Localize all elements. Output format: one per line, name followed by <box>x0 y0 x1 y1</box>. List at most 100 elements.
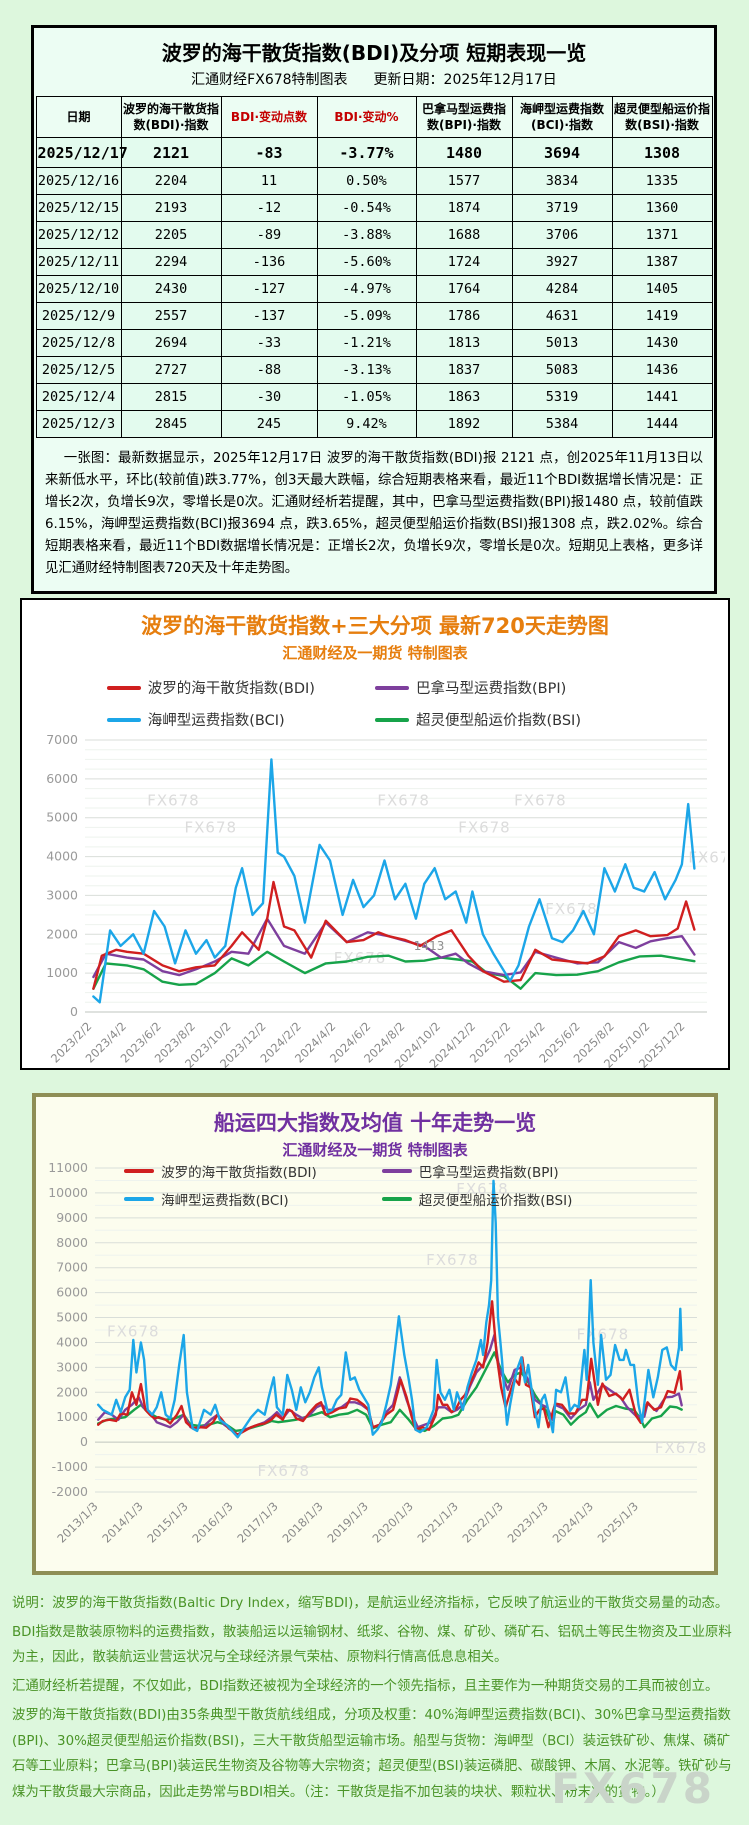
cell-value: 1874 <box>415 194 513 223</box>
legend-item-1: 巴拿马型运费指数(BPI) <box>374 677 643 698</box>
cell-value: 3706 <box>511 221 613 250</box>
legend-swatch-icon <box>381 1169 412 1173</box>
cell-date: 2025/12/8 <box>35 329 122 358</box>
svg-text:2000: 2000 <box>46 926 78 941</box>
cell-value: -33 <box>220 329 318 358</box>
cell-value: -4.97% <box>316 275 417 304</box>
note-paragraph: 波罗的海干散货指数(BDI)由35条典型干散货航线组成，分项及权重：40%海岬型… <box>12 1707 732 1801</box>
table-row: 2025/12/12 2205 -89 -3.88% 1688 3706 1371 <box>35 221 713 250</box>
svg-text:4000: 4000 <box>46 849 78 864</box>
column-header-3: BDI·变动% <box>316 95 417 139</box>
cell-value: 5384 <box>511 410 613 439</box>
cell-value: 1444 <box>611 410 713 439</box>
cell-value: -137 <box>220 302 318 331</box>
cell-value: -3.88% <box>316 221 417 250</box>
cell-value: -83 <box>220 137 318 169</box>
legend-item-0: 波罗的海干散货指数(BDI) <box>124 1161 382 1181</box>
cell-value: 5013 <box>511 329 613 358</box>
svg-text:FX678: FX678 <box>458 818 511 836</box>
legend-item-3: 超灵便型船运价指数(BSI) <box>374 709 643 730</box>
cell-value: 1308 <box>611 137 713 169</box>
cell-value: 1892 <box>415 410 513 439</box>
table-row: 2025/12/8 2694 -33 -1.21% 1813 5013 1430 <box>35 329 713 358</box>
svg-text:10000: 10000 <box>48 1185 88 1200</box>
legend-swatch-icon <box>124 1169 155 1173</box>
cell-value: 2121 <box>120 137 222 169</box>
cell-value: 1405 <box>611 275 713 304</box>
svg-text:2015/1/3: 2015/1/3 <box>144 1499 190 1545</box>
chart-10year-subtitle: 汇通财经及一期货 特制图表 <box>282 1141 468 1159</box>
svg-text:1000: 1000 <box>46 965 78 980</box>
svg-text:6000: 6000 <box>56 1285 88 1300</box>
cell-value: 5083 <box>511 356 613 385</box>
column-header-6: 超灵便型船运价指数(BSI)·指数 <box>611 95 713 139</box>
svg-text:FX678: FX678 <box>426 1251 479 1269</box>
column-header-2: BDI·变动点数 <box>220 95 318 139</box>
cell-value: 1436 <box>611 356 713 385</box>
svg-text:-1000: -1000 <box>52 1459 88 1474</box>
explanation-notes: 说明：波罗的海干散货指数(Baltic Dry Index，缩写BDI)，是航运… <box>12 1588 738 1809</box>
table-row: 2025/12/3 2845 245 9.42% 1892 5384 1444 <box>35 410 713 439</box>
svg-text:-2000: -2000 <box>52 1484 88 1499</box>
table-row: 2025/12/15 2193 -12 -0.54% 1874 3719 1360 <box>35 194 713 223</box>
legend-label: 巴拿马型运费指数(BPI) <box>415 681 567 697</box>
cell-date: 2025/12/11 <box>35 248 122 277</box>
cell-date: 2025/12/15 <box>35 194 122 223</box>
cell-value: 1837 <box>415 356 513 385</box>
column-header-1: 波罗的海干散货指数(BDI)·指数 <box>120 95 222 139</box>
table-row: 2025/12/16 2204 11 0.50% 1577 3834 1335 <box>35 167 713 196</box>
table-row: 2025/12/4 2815 -30 -1.05% 1863 5319 1441 <box>35 383 713 412</box>
fx678-watermark: FX678 <box>551 1764 715 1813</box>
table-row: 2025/12/17 2121 -83 -3.77% 1480 3694 1308 <box>35 137 713 169</box>
svg-text:2017/1/3: 2017/1/3 <box>234 1499 280 1545</box>
svg-text:2020/1/3: 2020/1/3 <box>369 1499 415 1545</box>
cell-value: -3.13% <box>316 356 417 385</box>
cell-value: 1419 <box>611 302 713 331</box>
svg-text:2024/1/3: 2024/1/3 <box>550 1499 596 1545</box>
cell-value: 3719 <box>511 194 613 223</box>
cell-value: -30 <box>220 383 318 412</box>
chart-720day-legend: 波罗的海干散货指数(BDI) 巴拿马型运费指数(BPI) 海岬型运费指数(BCI) 超… <box>106 677 644 730</box>
cell-value: 1688 <box>415 221 513 250</box>
column-header-5: 海岬型运费指数(BCI)·指数 <box>511 95 613 139</box>
cell-date: 2025/12/17 <box>35 137 128 169</box>
legend-swatch-icon <box>374 717 409 722</box>
cell-value: -89 <box>220 221 318 250</box>
legend-item-2: 海岬型运费指数(BCI) <box>106 709 375 730</box>
cell-value: -12 <box>220 194 318 223</box>
svg-text:FX678: FX678 <box>688 848 725 866</box>
svg-text:5000: 5000 <box>46 810 78 825</box>
svg-text:2016/1/3: 2016/1/3 <box>189 1499 235 1545</box>
cell-date: 2025/12/16 <box>35 167 122 196</box>
cell-value: 1430 <box>611 329 713 358</box>
svg-text:FX678: FX678 <box>655 1439 708 1457</box>
svg-text:2021/1/3: 2021/1/3 <box>415 1499 461 1545</box>
cell-value: -1.21% <box>316 329 417 358</box>
svg-text:6000: 6000 <box>46 771 78 786</box>
cell-date: 2025/12/10 <box>35 275 122 304</box>
cell-value: 1786 <box>415 302 513 331</box>
svg-text:FX678: FX678 <box>377 791 430 809</box>
legend-swatch-icon <box>124 1197 155 1201</box>
cell-value: 2294 <box>120 248 222 277</box>
cell-value: 2557 <box>120 302 222 331</box>
svg-text:1000: 1000 <box>56 1409 88 1424</box>
cell-value: 1724 <box>415 248 513 277</box>
cell-value: 1387 <box>611 248 713 277</box>
column-header-4: 巴拿马型运费指数(BPI)·指数 <box>415 95 513 139</box>
table-subtitle: 汇通财经FX678特制图表 更新日期：2025年12月17日 <box>34 69 714 89</box>
svg-text:2000: 2000 <box>56 1384 88 1399</box>
cell-value: 1764 <box>415 275 513 304</box>
cell-value: -0.54% <box>316 194 417 223</box>
svg-text:2022/1/3: 2022/1/3 <box>460 1499 506 1545</box>
svg-text:0: 0 <box>70 1004 78 1019</box>
cell-value: 1335 <box>611 167 713 196</box>
cell-value: 4631 <box>511 302 613 331</box>
svg-text:1413: 1413 <box>414 939 445 953</box>
cell-value: 2727 <box>120 356 222 385</box>
legend-label: 超灵便型船运价指数(BSI) <box>418 1193 573 1209</box>
legend-label: 波罗的海干散货指数(BDI) <box>147 681 315 697</box>
table-header: 日期 波罗的海干散货指数(BDI)·指数 BDI·变动点数 BDI·变动% 巴拿马型运费… <box>35 95 713 139</box>
cell-value: 245 <box>220 410 318 439</box>
table-body: 2025/12/17 2121 -83 -3.77% 1480 3694 1308 2025/… <box>35 137 713 439</box>
